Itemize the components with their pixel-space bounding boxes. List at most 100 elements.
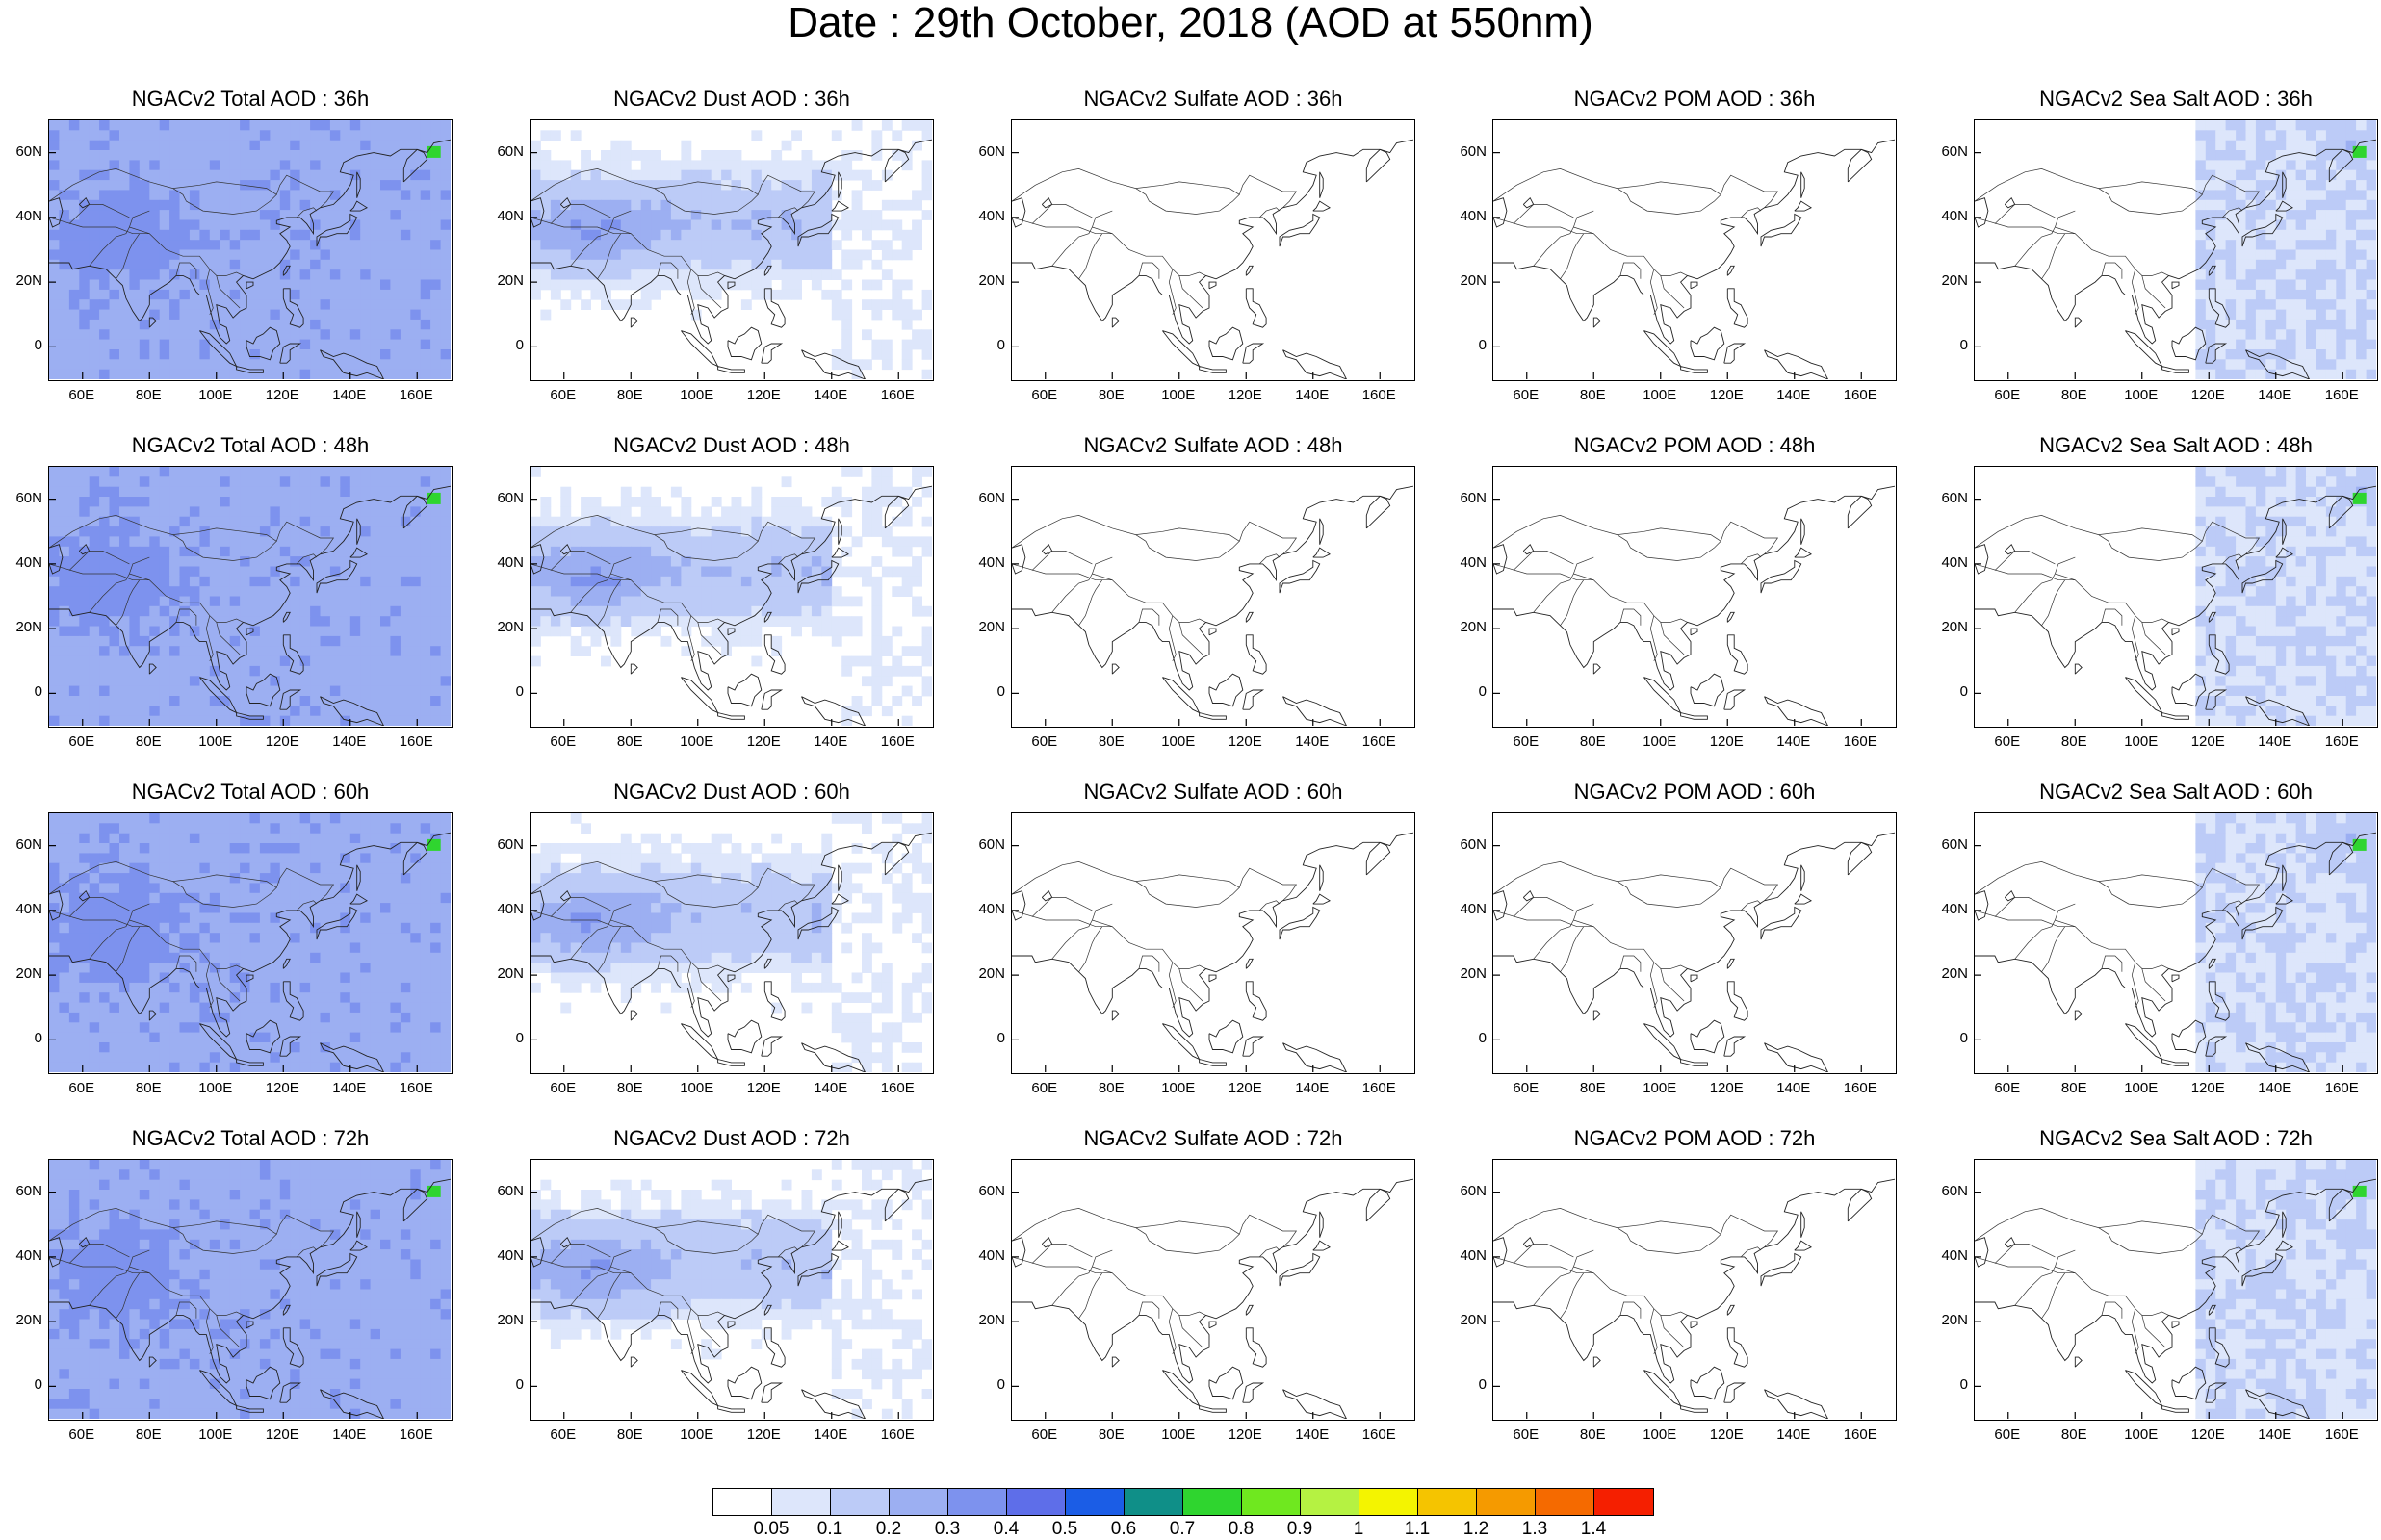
- aod-cell: [310, 823, 321, 834]
- aod-cell: [360, 636, 371, 647]
- aod-cell: [701, 190, 712, 200]
- aod-cell: [782, 190, 792, 200]
- aod-cell: [2236, 329, 2246, 340]
- aod-cell: [49, 517, 60, 527]
- aod-cell: [210, 180, 220, 191]
- aod-cell: [330, 280, 341, 291]
- aod-cell: [90, 329, 100, 340]
- aod-cell: [119, 686, 130, 697]
- aod-cell: [230, 597, 241, 607]
- aod-cell: [69, 666, 80, 677]
- aod-cell: [882, 170, 893, 181]
- country-border: [1561, 234, 1584, 279]
- aod-cell: [2296, 240, 2307, 250]
- aod-cell: [852, 597, 863, 607]
- aod-cell: [882, 567, 893, 578]
- aod-cell: [2336, 556, 2346, 567]
- aod-cell: [2265, 150, 2276, 161]
- aod-cell: [79, 834, 90, 844]
- aod-cell: [2346, 180, 2357, 191]
- aod-cell: [430, 517, 441, 527]
- country-border: [1259, 208, 1280, 218]
- aod-cell: [90, 536, 100, 547]
- aod-cell: [210, 120, 220, 131]
- aod-cell: [631, 536, 641, 547]
- aod-cell: [2367, 666, 2376, 677]
- aod-cell: [591, 180, 602, 191]
- aod-cell: [129, 349, 140, 360]
- aod-cell: [350, 329, 361, 340]
- aod-cell: [2356, 547, 2367, 557]
- panel-title: NGACv2 Sulfate AOD : 36h: [992, 87, 1435, 112]
- aod-cell: [441, 280, 451, 291]
- aod-cell: [310, 310, 321, 321]
- aod-cell: [250, 706, 261, 716]
- aod-cell: [841, 250, 852, 261]
- aod-cell: [571, 220, 582, 231]
- aod-cell: [701, 567, 712, 578]
- aod-cell: [330, 180, 341, 191]
- aod-cell: [892, 497, 902, 507]
- lat-tick-label: 0: [967, 684, 1005, 700]
- aod-cell: [601, 180, 611, 191]
- lat-tick-label: 0: [485, 684, 524, 700]
- aod-cell: [380, 506, 391, 517]
- aod-cell: [59, 706, 69, 716]
- country-border: [1012, 168, 1296, 207]
- aod-cell: [250, 497, 261, 507]
- aod-cell: [110, 616, 120, 627]
- lon-tick-label: 120E: [739, 734, 788, 750]
- aod-cell: [812, 240, 822, 250]
- aod-cell: [2195, 577, 2206, 587]
- aod-cell: [410, 686, 421, 697]
- aod-cell: [410, 130, 421, 141]
- aod-cell: [401, 556, 411, 567]
- aod-cell: [280, 329, 291, 340]
- aod-cell: [260, 656, 271, 667]
- aod-cell: [270, 160, 280, 170]
- aod-cell: [250, 813, 261, 824]
- aod-cell: [410, 616, 421, 627]
- aod-cell: [99, 597, 110, 607]
- aod-cell: [371, 627, 381, 637]
- country-border: [1259, 554, 1280, 564]
- aod-cell: [360, 656, 371, 667]
- aod-cell: [99, 843, 110, 854]
- aod-cell: [410, 290, 421, 300]
- aod-cell: [721, 230, 732, 241]
- aod-cell: [390, 834, 401, 844]
- aod-cell: [401, 883, 411, 893]
- aod-cell: [691, 200, 702, 211]
- aod-cell: [841, 597, 852, 607]
- aod-cell: [2236, 190, 2246, 200]
- aod-cell: [199, 517, 210, 527]
- aod-cell: [330, 646, 341, 656]
- aod-cell: [832, 130, 842, 141]
- aod-cell: [59, 627, 69, 637]
- aod-cell: [180, 656, 191, 667]
- aod-cell: [631, 200, 641, 211]
- aod-cell: [2215, 329, 2226, 340]
- aod-cell: [199, 873, 210, 884]
- coastline: [1643, 331, 1680, 367]
- aod-cell: [751, 606, 762, 617]
- aod-cell: [90, 200, 100, 211]
- aod-cell: [2265, 329, 2276, 340]
- aod-cell: [160, 656, 170, 667]
- aod-cell: [631, 586, 641, 597]
- aod-cell: [591, 526, 602, 537]
- aod-cell: [681, 517, 691, 527]
- aod-cell: [90, 676, 100, 686]
- aod-cell: [49, 616, 60, 627]
- aod-cell: [2206, 636, 2216, 647]
- aod-cell: [2265, 597, 2276, 607]
- aod-cell: [149, 170, 160, 181]
- aod-cell: [2195, 210, 2206, 220]
- aod-cell: [69, 883, 80, 893]
- aod-cell: [430, 696, 441, 706]
- aod-cell: [280, 873, 291, 884]
- aod-cell: [581, 556, 591, 567]
- aod-cell: [2215, 517, 2226, 527]
- aod-cell: [119, 150, 130, 161]
- coastline: [2162, 367, 2189, 373]
